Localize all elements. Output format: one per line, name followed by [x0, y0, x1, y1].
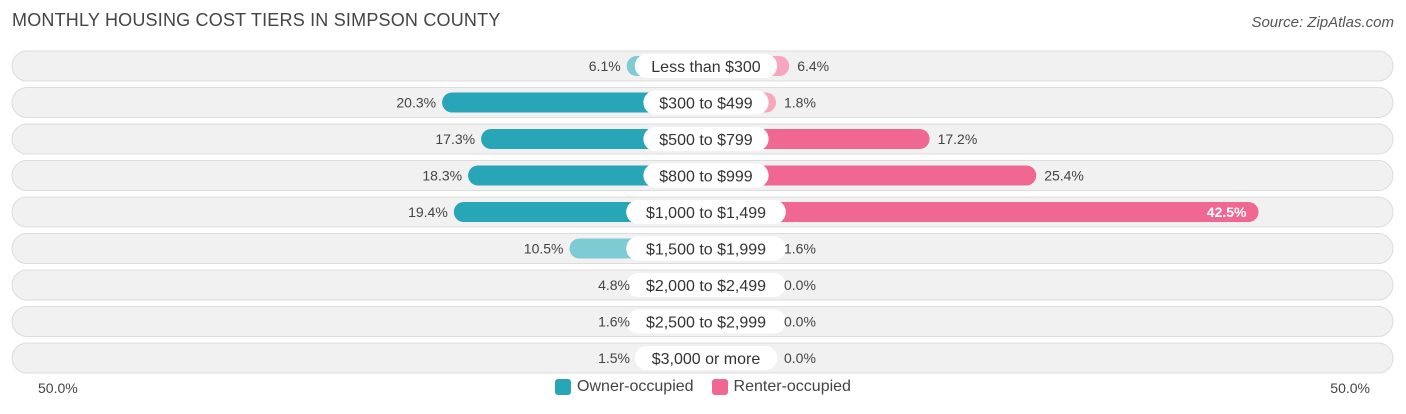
category-label: $300 to $499 — [659, 96, 753, 113]
source-credit: Source: ZipAtlas.com — [1251, 14, 1394, 31]
renter-bar — [706, 165, 1037, 186]
category-pill — [626, 200, 786, 224]
category-label: $1,500 to $1,999 — [646, 242, 766, 259]
owner-value-label: 18.3% — [422, 168, 462, 184]
owner-value-label: 1.6% — [598, 314, 630, 330]
category-label: $2,500 to $2,999 — [646, 315, 766, 332]
category-pill — [643, 163, 769, 188]
category-pill — [643, 90, 769, 115]
category-pill — [626, 309, 786, 334]
renter-value-label: 0.0% — [784, 350, 816, 366]
legend-label-owner: Owner-occupied — [577, 378, 694, 395]
category-label: $500 to $799 — [659, 132, 753, 149]
owner-value-label: 6.1% — [589, 58, 621, 74]
axis-left-label: 50.0% — [38, 380, 78, 396]
category-pill — [626, 236, 786, 261]
category-label: Less than $300 — [651, 59, 761, 76]
legend-item-owner[interactable]: Owner-occupied — [555, 378, 694, 396]
legend-swatch-renter — [711, 379, 728, 395]
renter-value-label: 1.6% — [784, 241, 816, 257]
renter-value-label: 42.5% — [1207, 204, 1247, 220]
legend-item-renter[interactable]: Renter-occupied — [711, 378, 851, 396]
legend-swatch-owner — [555, 379, 572, 395]
renter-value-label: 6.4% — [797, 58, 829, 74]
owner-value-label: 20.3% — [396, 95, 436, 111]
renter-value-label: 1.8% — [784, 95, 816, 111]
category-label: $3,000 or more — [652, 351, 761, 368]
owner-value-label: 19.4% — [408, 204, 448, 220]
owner-value-label: 10.5% — [524, 241, 564, 257]
renter-value-label: 25.4% — [1044, 168, 1084, 184]
category-label: $800 to $999 — [659, 169, 753, 186]
chart-title: MONTHLY HOUSING COST TIERS IN SIMPSON CO… — [12, 10, 501, 30]
renter-bar — [706, 202, 1259, 222]
category-pill — [643, 127, 769, 151]
renter-value-label: 0.0% — [784, 277, 816, 293]
category-label: $1,000 to $1,499 — [646, 205, 766, 222]
legend: Owner-occupied Renter-occupied — [0, 378, 1406, 396]
category-pill — [634, 54, 778, 78]
owner-value-label: 4.8% — [598, 277, 630, 293]
category-pill — [634, 346, 778, 370]
legend-label-renter: Renter-occupied — [733, 378, 851, 395]
renter-value-label: 0.0% — [784, 314, 816, 330]
axis-right-label: 50.0% — [1330, 380, 1370, 396]
category-pill — [626, 273, 786, 297]
owner-value-label: 17.3% — [435, 131, 475, 147]
owner-bar — [442, 92, 706, 113]
owner-value-label: 1.5% — [598, 350, 630, 366]
category-label: $2,000 to $2,499 — [646, 278, 766, 295]
renter-value-label: 17.2% — [938, 131, 978, 147]
